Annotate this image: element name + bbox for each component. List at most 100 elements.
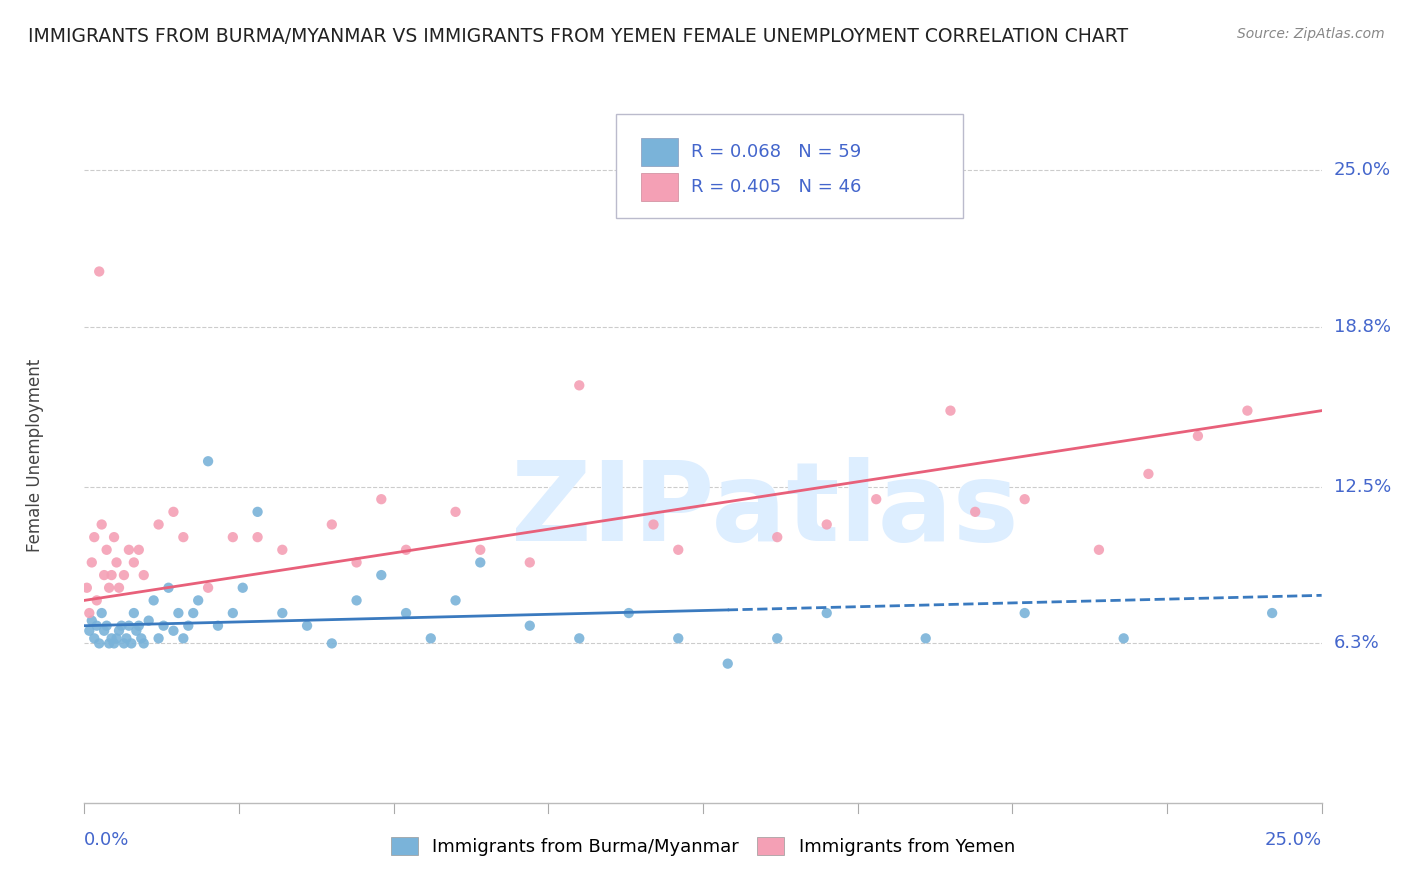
Point [197,581,219,595]
Point [370,568,392,582]
Point [148,632,170,646]
Point [157,581,180,595]
Point [76,581,98,595]
Point [86,593,108,607]
Text: IMMIGRANTS FROM BURMA/MYANMAR VS IMMIGRANTS FROM YEMEN FEMALE UNEMPLOYMENT CORRE: IMMIGRANTS FROM BURMA/MYANMAR VS IMMIGRA… [28,27,1128,45]
Point [120,636,142,650]
Point [83,632,105,646]
Point [965,505,987,519]
Point [96,618,118,632]
Text: Source: ZipAtlas.com: Source: ZipAtlas.com [1237,27,1385,41]
Point [181,606,204,620]
Point [112,568,135,582]
Point [125,624,148,638]
Point [865,492,887,507]
Point [93,624,115,638]
Point [519,618,541,632]
Point [80,556,103,570]
Text: 0.0%: 0.0% [84,830,129,848]
Point [444,505,467,519]
Text: R = 0.068   N = 59: R = 0.068 N = 59 [690,144,860,161]
Point [643,517,665,532]
Text: Female Unemployment: Female Unemployment [25,359,44,551]
Point [295,618,318,632]
Text: 18.8%: 18.8% [1334,318,1391,336]
Text: R = 0.405   N = 46: R = 0.405 N = 46 [690,178,860,196]
Point [80,614,103,628]
Point [207,618,229,632]
Point [128,542,150,557]
Point [86,618,108,632]
Point [1112,632,1135,646]
Point [100,568,122,582]
Point [419,632,441,646]
Point [103,530,125,544]
Point [346,593,368,607]
Point [90,606,112,620]
Point [519,556,541,570]
Point [79,606,101,620]
Point [118,618,141,632]
Point [370,492,392,507]
Point [162,505,184,519]
Text: 6.3%: 6.3% [1334,634,1379,652]
Point [118,542,141,557]
Point [346,556,368,570]
Text: ZIPatlas: ZIPatlas [510,457,1019,564]
Point [222,606,245,620]
Point [132,568,155,582]
Point [162,624,184,638]
Point [98,581,121,595]
Point [172,530,194,544]
Legend: Immigrants from Burma/Myanmar, Immigrants from Yemen: Immigrants from Burma/Myanmar, Immigrant… [384,830,1022,863]
Point [470,542,492,557]
Point [246,530,269,544]
Point [187,593,209,607]
Point [1014,492,1036,507]
Text: 25.0%: 25.0% [1334,161,1391,179]
Point [914,632,936,646]
Point [105,556,128,570]
Text: 12.5%: 12.5% [1334,477,1392,496]
FancyBboxPatch shape [641,138,678,166]
Point [89,636,111,650]
Point [110,618,132,632]
Point [246,505,269,519]
Point [122,556,145,570]
Point [815,606,838,620]
Point [271,606,294,620]
Point [271,542,294,557]
Point [148,517,170,532]
Point [93,568,115,582]
Point [103,636,125,650]
Point [83,530,105,544]
Point [939,403,962,417]
Point [138,614,160,628]
Point [222,530,245,544]
FancyBboxPatch shape [616,114,963,219]
Point [167,606,190,620]
Point [1137,467,1160,481]
Point [321,517,343,532]
Point [815,517,838,532]
Point [142,593,165,607]
Text: 25.0%: 25.0% [1264,830,1322,848]
Point [666,542,689,557]
Point [197,454,219,468]
Point [717,657,740,671]
FancyBboxPatch shape [641,173,678,201]
Point [132,636,155,650]
Point [98,636,121,650]
Point [172,632,194,646]
Point [444,593,467,607]
Point [321,636,343,650]
Point [766,632,789,646]
Point [1236,403,1258,417]
Point [232,581,254,595]
Point [90,517,112,532]
Point [766,530,789,544]
Point [129,632,152,646]
Point [108,581,131,595]
Point [112,636,135,650]
Point [108,624,131,638]
